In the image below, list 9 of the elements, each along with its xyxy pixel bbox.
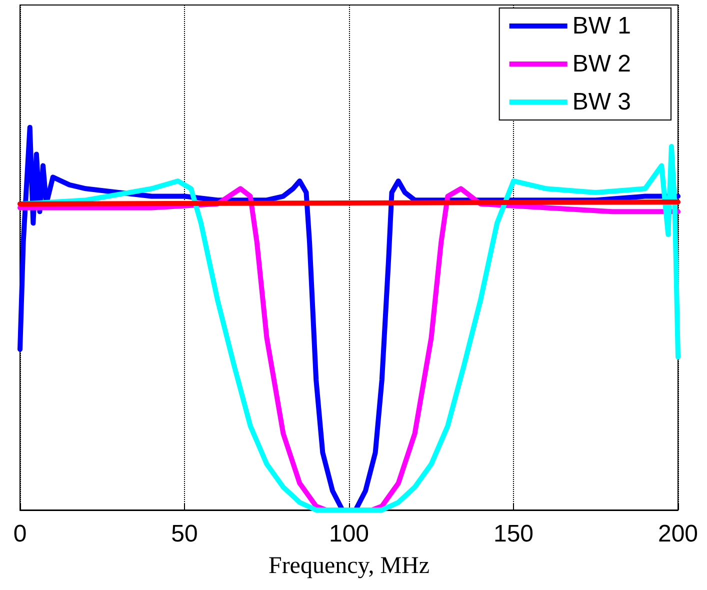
- x-tick-label: 150: [493, 520, 534, 548]
- legend-label: BW 1: [572, 12, 632, 40]
- x-tick-label: 50: [171, 520, 198, 548]
- x-tick-label: 200: [658, 520, 698, 548]
- x-tick-label: 100: [328, 520, 370, 548]
- x-axis-title: Frequency, MHz: [268, 553, 430, 579]
- x-tick-label: 0: [13, 520, 27, 548]
- legend-label: BW 3: [572, 88, 632, 116]
- legend-label: BW 2: [572, 50, 632, 78]
